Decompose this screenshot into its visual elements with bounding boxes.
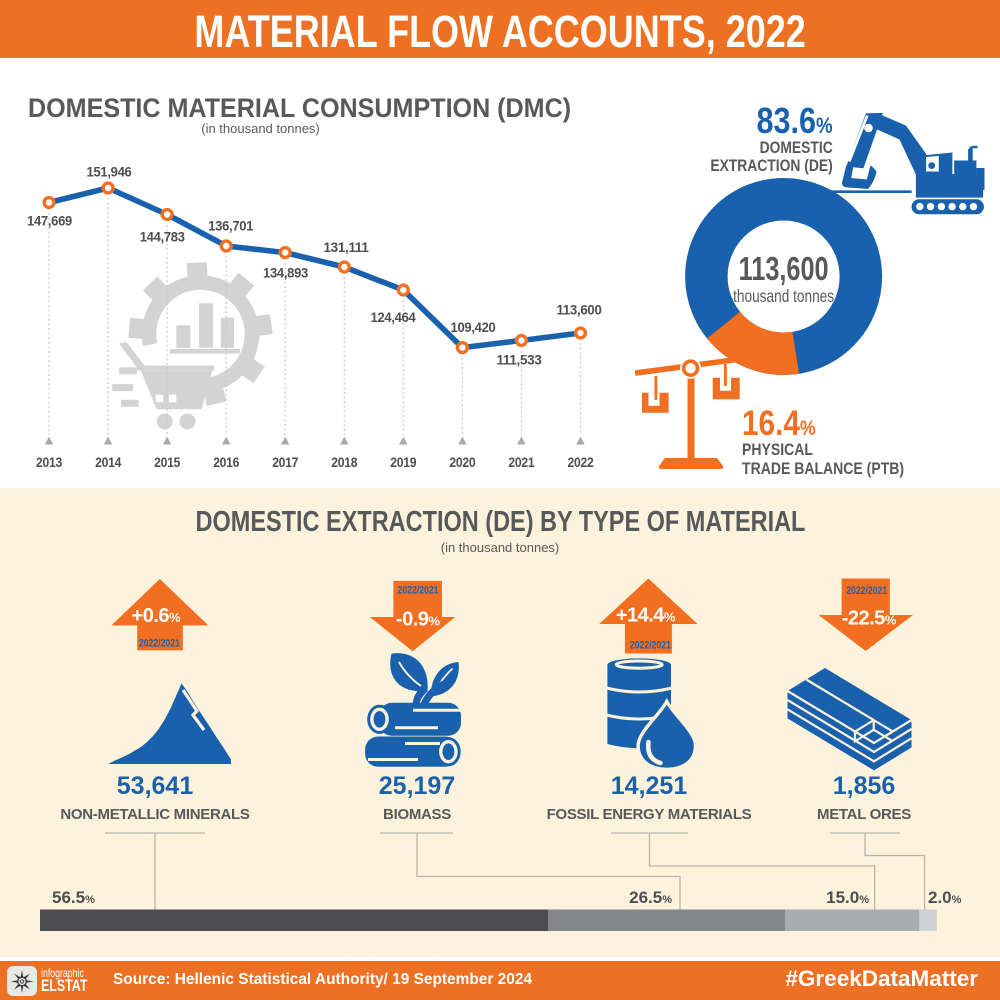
svg-text:2013: 2013 bbox=[36, 455, 63, 470]
svg-text:2014: 2014 bbox=[95, 455, 122, 470]
svg-text:2021: 2021 bbox=[508, 455, 535, 470]
svg-text:15.0%: 15.0% bbox=[826, 888, 869, 907]
svg-text:26.5%: 26.5% bbox=[629, 888, 672, 907]
svg-text:2022/2021: 2022/2021 bbox=[139, 638, 180, 650]
svg-text:-22.5%: -22.5% bbox=[842, 607, 897, 629]
svg-text:109,420: 109,420 bbox=[451, 320, 497, 335]
svg-text:2022/2021: 2022/2021 bbox=[630, 639, 671, 651]
svg-text:2015: 2015 bbox=[154, 455, 181, 470]
svg-text:113,600: 113,600 bbox=[739, 250, 829, 287]
svg-text:113,600: 113,600 bbox=[557, 303, 603, 318]
svg-text:136,701: 136,701 bbox=[208, 218, 254, 233]
svg-text:2.0%: 2.0% bbox=[928, 888, 962, 907]
svg-text:+0.6%: +0.6% bbox=[132, 605, 181, 627]
svg-text:2020: 2020 bbox=[449, 455, 476, 470]
svg-text:2019: 2019 bbox=[390, 455, 417, 470]
svg-text:2022/2021: 2022/2021 bbox=[398, 584, 439, 596]
svg-text:56.5%: 56.5% bbox=[52, 888, 95, 907]
svg-text:2022: 2022 bbox=[568, 455, 595, 470]
svg-text:124,464: 124,464 bbox=[371, 310, 417, 325]
svg-text:131,111: 131,111 bbox=[324, 240, 370, 255]
svg-text:147,669: 147,669 bbox=[27, 214, 73, 229]
svg-text:-0.9%: -0.9% bbox=[396, 608, 440, 630]
svg-text:134,893: 134,893 bbox=[263, 266, 309, 281]
svg-text:2018: 2018 bbox=[331, 455, 358, 470]
svg-text:2022/2021: 2022/2021 bbox=[846, 585, 887, 597]
svg-text:111,533: 111,533 bbox=[497, 353, 543, 368]
svg-text:thousand tonnes: thousand tonnes bbox=[733, 286, 834, 306]
svg-text:+14.4%: +14.4% bbox=[616, 605, 676, 627]
svg-text:144,783: 144,783 bbox=[140, 230, 186, 245]
svg-text:2016: 2016 bbox=[213, 455, 240, 470]
svg-text:151,946: 151,946 bbox=[87, 164, 133, 179]
svg-text:2017: 2017 bbox=[272, 455, 299, 470]
